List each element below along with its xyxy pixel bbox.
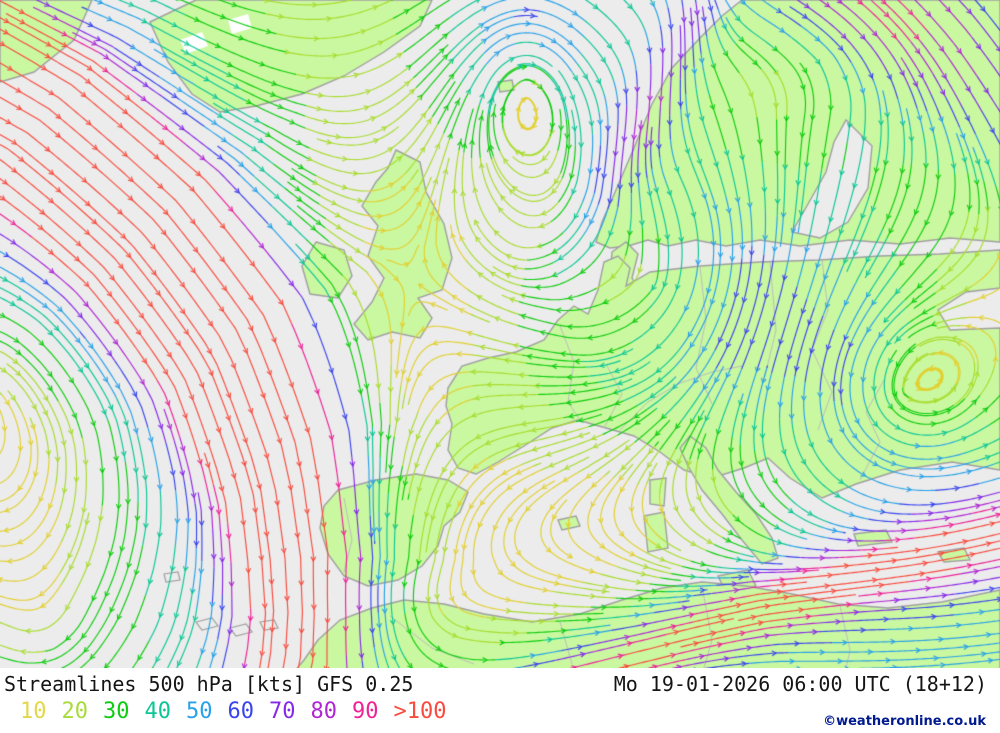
streamline-map-canvas — [0, 0, 1000, 668]
legend-value-10: 10 — [20, 699, 47, 724]
legend-value-60: 60 — [227, 699, 255, 724]
legend-value-50: 50 — [186, 699, 213, 724]
copyright-label: ©weatheronline.co.uk — [823, 714, 986, 729]
legend-value-70: 70 — [269, 699, 296, 724]
map-title: Streamlines 500 hPa [kts] GFS 0.25 — [4, 672, 414, 696]
legend-value-100: >100 — [393, 699, 447, 724]
legend-value-30: 30 — [103, 699, 130, 724]
legend-value-90: 90 — [352, 699, 379, 724]
wind-speed-legend: 10 20 30 40 50 60 70 80 90 >100 — [20, 699, 461, 724]
footer-bar: Streamlines 500 hPa [kts] GFS 0.25 Mo 19… — [0, 668, 1000, 733]
legend-value-80: 80 — [310, 699, 338, 724]
map-datetime: Mo 19-01-2026 06:00 UTC (18+12) — [613, 672, 987, 696]
legend-value-20: 20 — [61, 699, 89, 724]
legend-value-40: 40 — [144, 699, 172, 724]
